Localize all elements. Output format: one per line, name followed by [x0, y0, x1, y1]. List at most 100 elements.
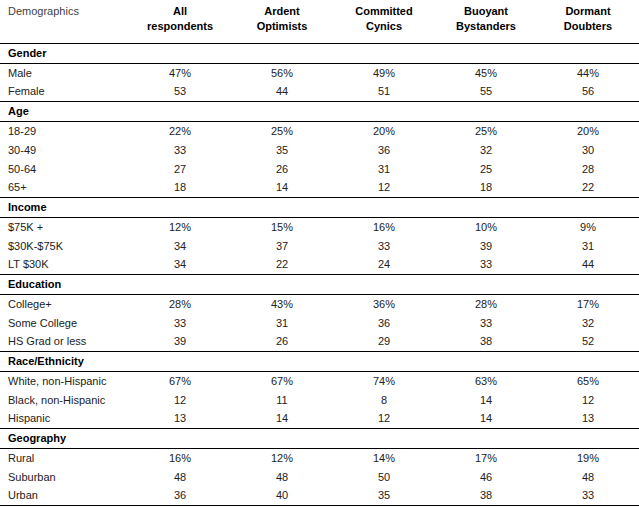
value-cell: 48 [537, 467, 639, 486]
value-cell: 51 [333, 82, 435, 101]
column-header-line: Doubters [539, 19, 637, 34]
column-header-line: Dormant [539, 4, 637, 19]
value-cell: 31 [537, 236, 639, 255]
value-cell: 38 [435, 486, 537, 505]
value-cell: 15% [231, 217, 333, 236]
value-cell: 28 [537, 159, 639, 178]
value-cell: 50 [333, 467, 435, 486]
section-title: Race/Ethnicity [0, 351, 639, 371]
table-row: $30K-$75K3437333931 [0, 236, 639, 255]
table-row: 50-642726312528 [0, 159, 639, 178]
value-cell: 33 [537, 486, 639, 505]
value-cell: 14 [231, 178, 333, 197]
value-cell: 56% [231, 63, 333, 82]
value-cell: 29 [333, 332, 435, 351]
value-cell: 43% [231, 294, 333, 313]
value-cell: 12% [129, 217, 231, 236]
section-title: Gender [0, 43, 639, 63]
row-label: 18-29 [0, 121, 129, 140]
section-row: Race/Ethnicity [0, 351, 639, 371]
row-label: $75K + [0, 217, 129, 236]
value-cell: 37 [231, 236, 333, 255]
section-row: Age [0, 101, 639, 121]
value-cell: 35 [333, 486, 435, 505]
value-cell: 74% [333, 371, 435, 390]
value-cell: 56 [537, 82, 639, 101]
table-row: Suburban4848504648 [0, 467, 639, 486]
value-cell: 25% [231, 121, 333, 140]
row-label: College+ [0, 294, 129, 313]
table-row: College+28%43%36%28%17% [0, 294, 639, 313]
table-row: Female5344515556 [0, 82, 639, 101]
column-header-line: All [131, 4, 229, 19]
section-title: Age [0, 101, 639, 121]
value-cell: 18 [435, 178, 537, 197]
value-cell: 28% [129, 294, 231, 313]
value-cell: 28% [435, 294, 537, 313]
value-cell: 35 [231, 140, 333, 159]
table-row: Rural16%12%14%17%19% [0, 448, 639, 467]
value-cell: 67% [231, 371, 333, 390]
row-label: Some College [0, 313, 129, 332]
column-header-line: Ardent [233, 4, 331, 19]
value-cell: 26 [231, 159, 333, 178]
value-cell: 24 [333, 255, 435, 274]
value-cell: 46 [435, 467, 537, 486]
column-header-line: Cynics [335, 19, 433, 34]
value-cell: 26 [231, 332, 333, 351]
value-cell: 22 [231, 255, 333, 274]
row-label: LT $30K [0, 255, 129, 274]
value-cell: 17% [435, 448, 537, 467]
section-row: Gender [0, 43, 639, 63]
value-cell: 12 [333, 178, 435, 197]
section-row: Income [0, 197, 639, 217]
value-cell: 65% [537, 371, 639, 390]
value-cell: 22 [537, 178, 639, 197]
row-label: Female [0, 82, 129, 101]
value-cell: 55 [435, 82, 537, 101]
value-cell: 13 [129, 409, 231, 428]
value-cell: 11 [231, 390, 333, 409]
row-label: Black, non-Hispanic [0, 390, 129, 409]
value-cell: 22% [129, 121, 231, 140]
row-label: HS Grad or less [0, 332, 129, 351]
row-label: Rural [0, 448, 129, 467]
value-cell: 12% [231, 448, 333, 467]
section-row: Geography [0, 428, 639, 448]
value-cell: 14 [435, 409, 537, 428]
value-cell: 44 [231, 82, 333, 101]
value-cell: 52 [537, 332, 639, 351]
value-cell: 34 [129, 236, 231, 255]
column-header-line: Optimists [233, 19, 331, 34]
value-cell: 39 [435, 236, 537, 255]
value-cell: 36% [333, 294, 435, 313]
value-cell: 19% [537, 448, 639, 467]
table-row: 30-493335363230 [0, 140, 639, 159]
value-cell: 36 [129, 486, 231, 505]
row-label: Male [0, 63, 129, 82]
value-cell: 14 [231, 409, 333, 428]
column-header-committed-cynics: Committed Cynics [333, 0, 435, 43]
value-cell: 27 [129, 159, 231, 178]
value-cell: 47% [129, 63, 231, 82]
value-cell: 33 [333, 236, 435, 255]
value-cell: 32 [537, 313, 639, 332]
row-label: Suburban [0, 467, 129, 486]
table-row: Some College3331363332 [0, 313, 639, 332]
table-row: $75K +12%15%16%10%9% [0, 217, 639, 236]
row-label: 65+ [0, 178, 129, 197]
value-cell: 63% [435, 371, 537, 390]
value-cell: 49% [333, 63, 435, 82]
column-header-ardent-optimists: Ardent Optimists [231, 0, 333, 43]
value-cell: 25 [435, 159, 537, 178]
column-header-line: Bystanders [437, 19, 535, 34]
value-cell: 67% [129, 371, 231, 390]
table-row: 18-2922%25%20%25%20% [0, 121, 639, 140]
value-cell: 33 [129, 313, 231, 332]
value-cell: 48 [231, 467, 333, 486]
row-label: Hispanic [0, 409, 129, 428]
value-cell: 36 [333, 140, 435, 159]
value-cell: 12 [129, 390, 231, 409]
value-cell: 44% [537, 63, 639, 82]
value-cell: 32 [435, 140, 537, 159]
